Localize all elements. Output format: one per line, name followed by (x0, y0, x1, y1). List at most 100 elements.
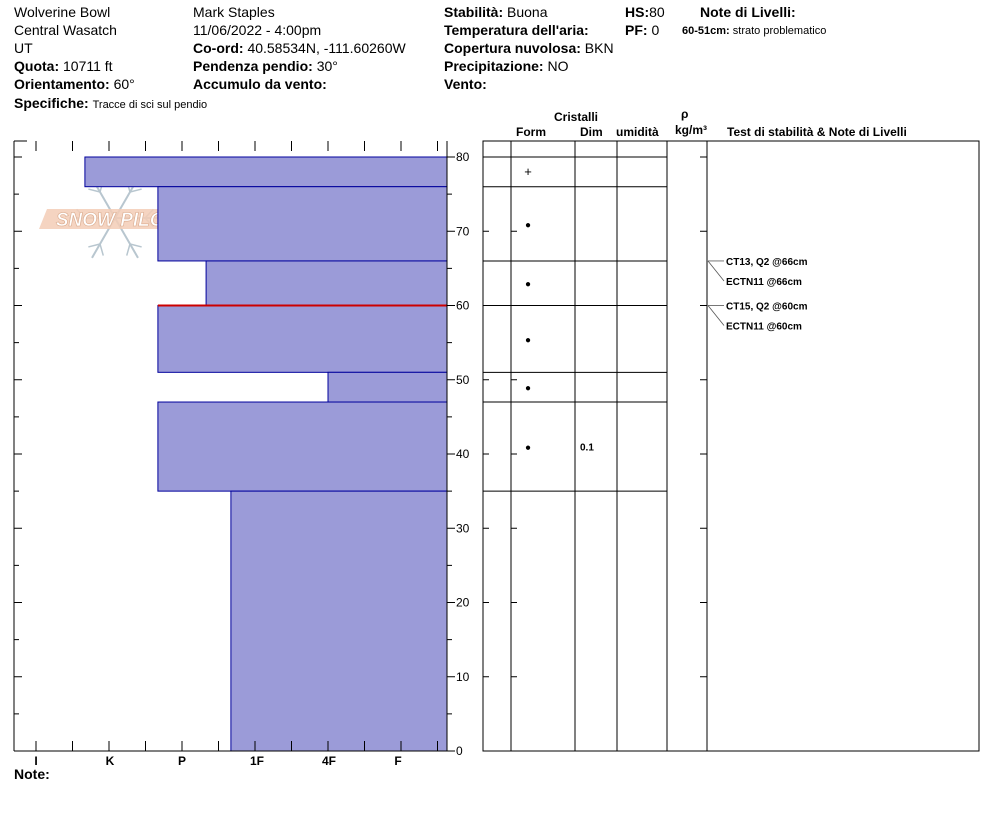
moisture-header: umidità (616, 125, 659, 139)
wind-loading-label: Accumulo da vento: (193, 76, 327, 92)
precip-label: Precipitazione: (444, 58, 544, 74)
logo-banner (39, 209, 193, 229)
wind: Vento: (444, 76, 487, 93)
depth-tick-label: 10 (456, 670, 470, 684)
hardness-bar (205, 260, 448, 307)
location-name: Wolverine Bowl (14, 4, 111, 20)
stability-test-label: ECTN11 @66cm (726, 277, 802, 288)
hs-label: HS: (625, 4, 650, 20)
aspect: Orientamento: 60° (14, 76, 135, 93)
crystal-form: ● (525, 279, 531, 290)
sky-value: BKN (584, 40, 614, 56)
layer-notes-title: Note di Livelli: (700, 4, 796, 20)
hardness-bar (157, 186, 448, 262)
density-header: kg/m³ (675, 123, 708, 137)
notes-label: Note: (14, 766, 50, 782)
form-header: Form (516, 125, 546, 139)
hardness-bar (157, 401, 448, 492)
hardness-bar (157, 305, 448, 373)
slope-angle: Pendenza pendio: 30° (193, 58, 338, 75)
coord-label: Co-ord: (193, 40, 244, 56)
foot-penetration: PF: 0 (625, 22, 659, 39)
hardness-axes: 0 10 20 30 40 50 60 70 80 I K P 1F 4F F (13, 140, 470, 768)
specifics-value: Tracce di sci sul pendio (92, 99, 208, 111)
stability-test-label: CT15, Q2 @60cm (726, 302, 808, 313)
layer-note: 60-51cm: strato problematico (682, 23, 826, 40)
layer-table (482, 140, 980, 752)
layer-note-text: strato problematico (732, 25, 827, 37)
stability-label: Stabilità: (444, 4, 504, 20)
depth-tick-label: 80 (456, 150, 470, 164)
snowflake-branch (88, 243, 101, 248)
test-leader-line (707, 260, 725, 282)
observation-datetime: 11/06/2022 - 4:00pm (193, 22, 322, 38)
snowflake-branch (126, 243, 131, 256)
dim-header: Dim (580, 125, 603, 139)
snowflake-branch (99, 243, 104, 256)
crystal-form: ● (525, 220, 531, 231)
layer-note-range: 60-51cm: (682, 25, 730, 37)
coord-value: 40.58534N, -111.60260W (247, 40, 406, 56)
hs-value: 80 (649, 4, 665, 20)
hardness-tick-label: K (106, 754, 115, 768)
crystal-form: + (524, 164, 532, 179)
depth-tick-label: 30 (456, 521, 470, 535)
hardness-tick-label: I (34, 754, 37, 768)
rho-header: ρ (681, 107, 689, 121)
wind-label: Vento: (444, 76, 487, 92)
coordinates: Co-ord: 40.58534N, -111.60260W (193, 40, 406, 57)
test-leader-line (707, 305, 725, 326)
hardness-bars (84, 156, 448, 752)
wind-loading: Accumulo da vento: (193, 76, 327, 93)
air-temp-label: Temperatura dell'aria: (444, 22, 589, 38)
crystal-form: ● (525, 335, 531, 346)
sky-label: Copertura nuvolosa: (444, 40, 581, 56)
crystal-size: 0.1 (580, 443, 594, 454)
aspect-label: Orientamento: (14, 76, 110, 92)
tests-header: Test di stabilità & Note di Livelli (727, 125, 907, 139)
slope-value: 30° (316, 58, 338, 74)
specifics: Specifiche: Tracce di sci sul pendio (14, 95, 207, 114)
hardness-tick-label: F (394, 754, 401, 768)
stability-value: Buona (507, 4, 548, 20)
stability-test-label: ECTN11 @60cm (726, 322, 802, 333)
precip-value: NO (547, 58, 569, 74)
depth-tick-label: 40 (456, 447, 470, 461)
stability: Stabilità: Buona (444, 4, 548, 21)
hardness-bar (84, 156, 448, 188)
depth-tick-label: 60 (456, 299, 470, 313)
hardness-tick-label: 4F (322, 754, 336, 768)
crystal-column: + ● ● ● ● ● 0.1 (524, 164, 594, 454)
precipitation: Precipitazione: NO (444, 58, 568, 75)
slope-label: Pendenza pendio: (193, 58, 313, 74)
state: UT (14, 40, 33, 56)
mountain-range: Central Wasatch (14, 22, 117, 38)
snowflake-branch (88, 188, 101, 193)
sky-cover: Copertura nuvolosa: BKN (444, 40, 614, 57)
stability-tests: CT13, Q2 @66cm ECTN11 @66cm CT15, Q2 @60cm… (707, 257, 808, 333)
crystal-form: ● (525, 443, 531, 454)
hardness-bar (230, 490, 448, 752)
elevation-label: Quota: (14, 58, 60, 74)
depth-tick-label: 20 (456, 596, 470, 610)
aspect-value: 60° (113, 76, 135, 92)
depth-tick-label: 50 (456, 373, 470, 387)
hardness-tick-label: P (178, 754, 186, 768)
depth-tick-label: 0 (456, 744, 463, 758)
stability-test-label: CT13, Q2 @66cm (726, 257, 808, 268)
hardness-tick-label: 1F (250, 754, 264, 768)
crystals-header: Cristalli (554, 110, 599, 124)
table-border (482, 140, 980, 752)
elevation: Quota: 10711 ft (14, 58, 113, 75)
snow-height: HS:80 (625, 4, 665, 21)
elevation-value: 10711 ft (63, 58, 113, 74)
snowflake-branch (129, 243, 142, 248)
pf-value: 0 (651, 22, 660, 38)
hardness-bar (327, 371, 448, 403)
depth-tick-label: 70 (456, 224, 470, 238)
pf-label: PF: (625, 22, 648, 38)
observer-name: Mark Staples (193, 4, 275, 20)
specifics-label: Specifiche: (14, 95, 89, 111)
snowflake-branch (129, 188, 142, 193)
